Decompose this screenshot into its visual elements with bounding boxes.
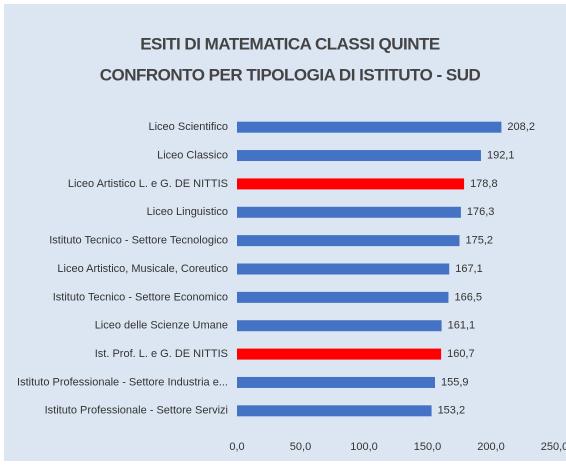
value-label: 161,1 [448, 320, 476, 332]
y-tick-label: Liceo Scientifico [149, 121, 229, 133]
y-tick-label: Istituto Professionale - Settore Industr… [17, 376, 228, 388]
value-label: 192,1 [487, 149, 515, 161]
bar [237, 320, 442, 332]
y-tick-label: Istituto Tecnico - Settore Economico [53, 291, 228, 303]
bar [237, 263, 450, 275]
x-tick-label: 200,0 [477, 441, 505, 453]
chart-title: ESITI DI MATEMATICA CLASSI QUINTE [140, 34, 440, 53]
value-label: 167,1 [455, 263, 483, 275]
value-label: 160,7 [447, 348, 475, 360]
bar [237, 405, 432, 417]
x-tick-label: 150,0 [414, 441, 442, 453]
value-label: 208,2 [507, 121, 535, 133]
bar [237, 150, 481, 162]
y-tick-label: Liceo Linguistico [147, 206, 228, 218]
x-tick-label: 50,0 [290, 441, 311, 453]
y-tick-label: Istituto Tecnico - Settore Tecnologico [49, 235, 228, 247]
bar [237, 121, 502, 133]
value-label: 175,2 [466, 235, 494, 247]
value-label: 166,5 [454, 291, 482, 303]
value-label: 153,2 [438, 405, 466, 417]
bar [237, 235, 460, 247]
y-tick-label: Liceo Artistico, Musicale, Coreutico [57, 263, 228, 275]
y-tick-label: Liceo Classico [157, 149, 228, 161]
x-tick-label: 0,0 [229, 441, 244, 453]
y-tick-label: Ist. Prof. L. e G. DE NITTIS [95, 348, 228, 360]
bar [237, 178, 465, 190]
value-label: 176,3 [467, 206, 495, 218]
value-label: 178,8 [470, 178, 498, 190]
bar [237, 206, 461, 218]
bar [237, 348, 442, 360]
chart-subtitle: CONFRONTO PER TIPOLOGIA DI ISTITUTO - SU… [100, 65, 481, 84]
bar [237, 376, 435, 388]
y-tick-label: Liceo Artistico L. e G. DE NITTIS [68, 178, 228, 190]
x-tick-label: 100,0 [350, 441, 378, 453]
value-label: 155,9 [441, 376, 469, 388]
y-tick-label: Liceo delle Scienze Umane [95, 320, 228, 332]
bar [237, 291, 449, 303]
y-tick-label: Istituto Professionale - Settore Servizi [45, 405, 228, 417]
x-tick-label: 250,0 [541, 441, 566, 453]
